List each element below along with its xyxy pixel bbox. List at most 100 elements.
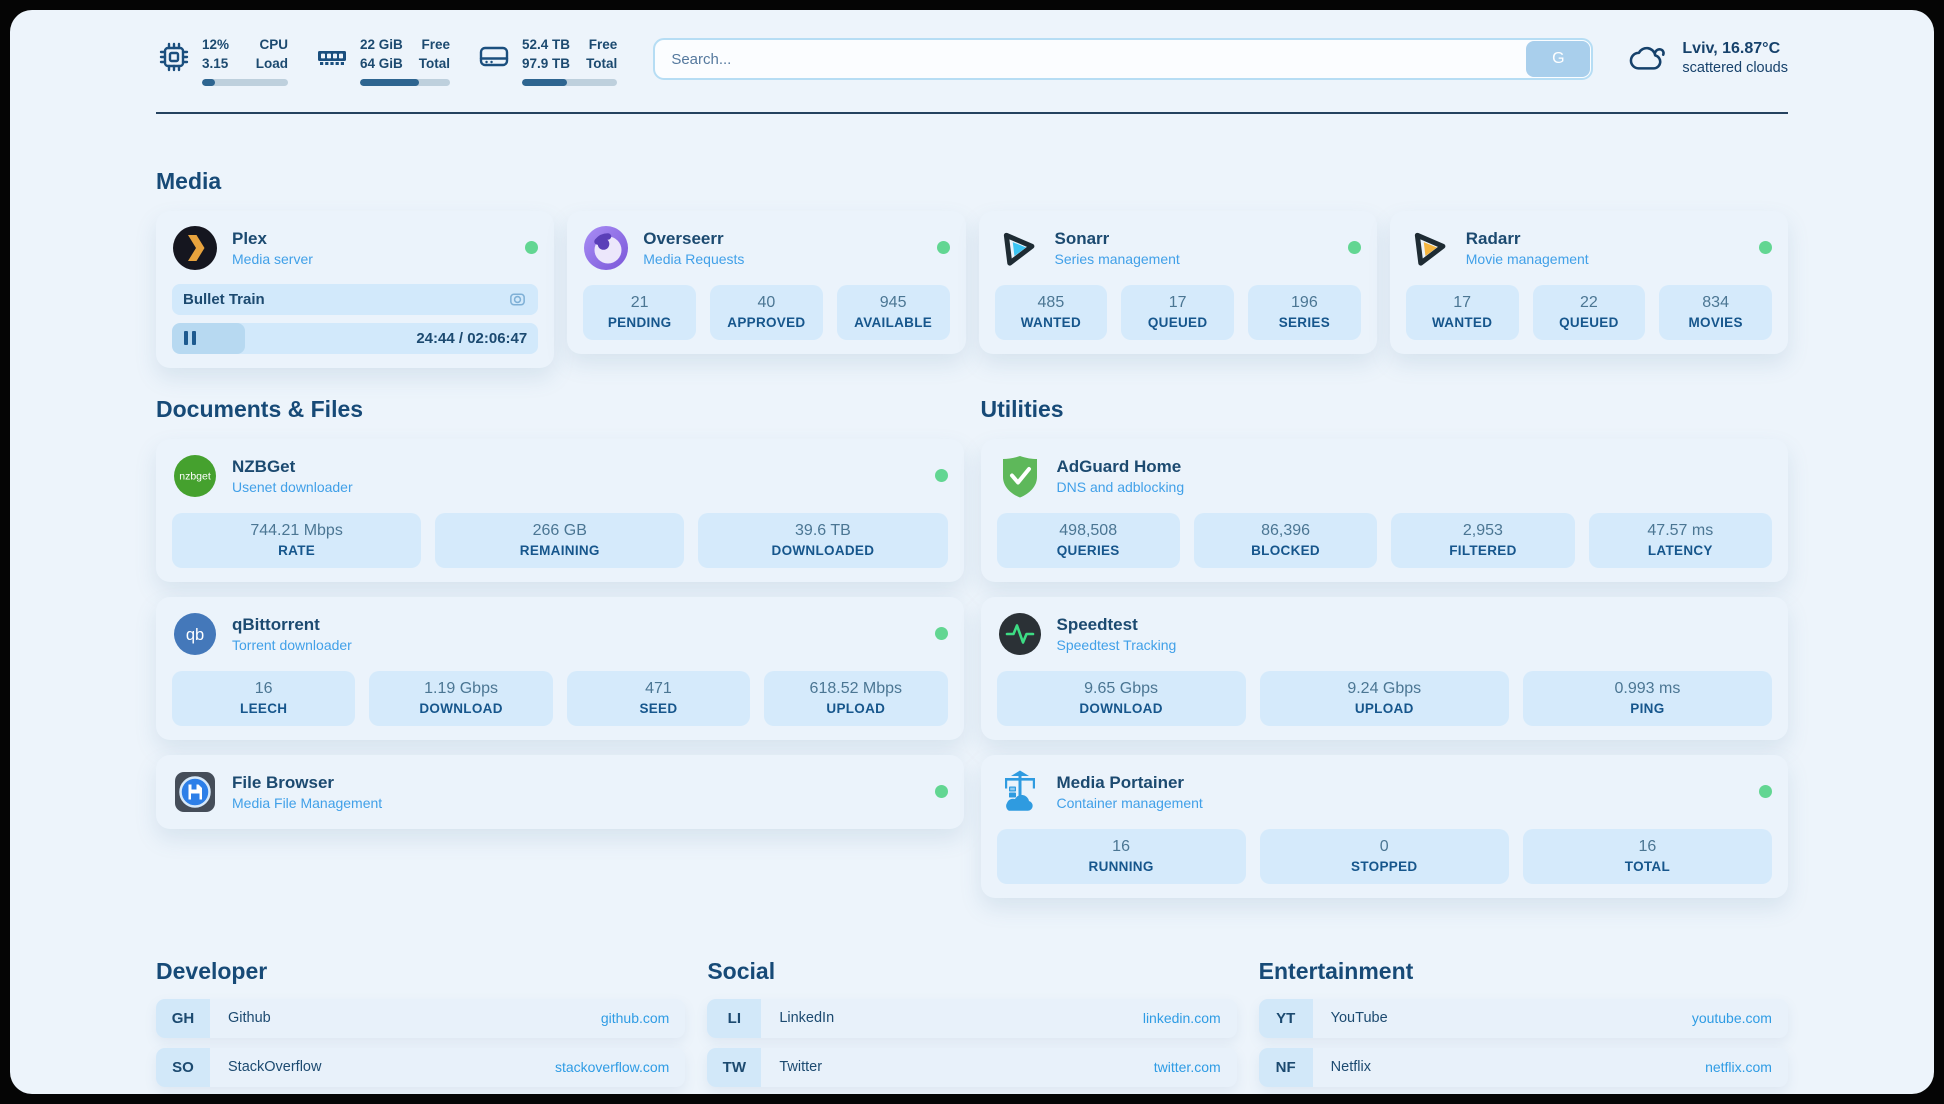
- app-subtitle: Speedtest Tracking: [1056, 636, 1177, 653]
- link-badge: TW: [707, 1047, 762, 1087]
- stat-tile: 834 MOVIES: [1659, 284, 1772, 340]
- radarr-icon: [1414, 232, 1446, 266]
- stat-tile: 21 PENDING: [583, 284, 696, 340]
- cpu-load-value: 3.15: [202, 55, 229, 71]
- app-subtitle: Media Requests: [643, 250, 745, 267]
- section-title-social: Social: [707, 957, 776, 984]
- cpu-usage-label: CPU: [259, 37, 288, 52]
- app-card-filebrowser[interactable]: File Browser Media File Management: [156, 754, 964, 829]
- header: 12% CPU 3.15 Load 22 GiB Free: [156, 10, 1788, 86]
- speedtest-icon: [998, 612, 1041, 655]
- weather-location-temp: Lviv, 16.87°C: [1682, 40, 1781, 57]
- portainer-icon: [1004, 770, 1035, 811]
- status-dot: [525, 241, 539, 255]
- app-subtitle: Series management: [1054, 250, 1180, 267]
- app-card-overseerr[interactable]: Overseerr Media Requests 21 PENDING 40 APP…: [567, 210, 966, 354]
- status-dot: [934, 627, 948, 641]
- app-subtitle: Container management: [1056, 794, 1203, 811]
- app-card-speedtest[interactable]: Speedtest Speedtest Tracking 9.65 Gbps DO…: [980, 596, 1788, 740]
- disk-progress-bar: [522, 78, 618, 86]
- stat-tile: 0 STOPPED: [1259, 828, 1509, 884]
- link-twitter[interactable]: TW Twitter twitter.com: [707, 1047, 1237, 1087]
- stat-tile: 86,396 BLOCKED: [1193, 512, 1378, 568]
- ram-total-value: 64 GiB: [360, 55, 403, 71]
- stat-tile: 47.57 ms LATENCY: [1588, 512, 1772, 568]
- app-subtitle: Media File Management: [232, 794, 383, 811]
- stat-tile: 16 RUNNING: [996, 828, 1246, 884]
- disk-free-value: 52.4 TB: [522, 37, 571, 52]
- now-playing-title: Bullet Train: [183, 290, 265, 308]
- app-name: qBittorrent: [232, 614, 320, 634]
- stat-tile: 39.6 TB DOWNLOADED: [698, 512, 948, 568]
- disk-icon: [479, 46, 509, 67]
- link-badge: SO: [156, 1047, 210, 1087]
- app-card-radarr[interactable]: Radarr Movie management 17 WANTED 22 QUEUE…: [1389, 210, 1788, 354]
- stat-tile: 266 GB REMAINING: [435, 512, 685, 568]
- sonarr-icon: [1003, 232, 1034, 266]
- app-card-portainer[interactable]: Media Portainer Container management 16 R…: [980, 754, 1788, 898]
- stat-tile: 16 LEECH: [172, 670, 356, 726]
- svg-text:nzbget: nzbget: [179, 470, 211, 482]
- stat-tile: 498,508 QUERIES: [996, 512, 1180, 568]
- adguard-icon: [1002, 455, 1037, 498]
- stat-tile: 9.24 Gbps UPLOAD: [1259, 670, 1509, 726]
- app-subtitle: Movie management: [1465, 250, 1589, 267]
- link-netflix[interactable]: NF Netflix netflix.com: [1258, 1047, 1788, 1087]
- stat-tile: 9.65 Gbps DOWNLOAD: [996, 670, 1246, 726]
- stat-tile: 744.21 Mbps RATE: [172, 512, 422, 568]
- status-dot: [1759, 785, 1772, 799]
- app-card-sonarr[interactable]: Sonarr Series management 485 WANTED 17 QUE…: [978, 210, 1377, 354]
- app-subtitle: DNS and adblocking: [1056, 478, 1185, 495]
- dashboard-panel: 12% CPU 3.15 Load 22 GiB Free: [10, 10, 1934, 1094]
- app-card-plex[interactable]: Plex Media server Bullet Train 24:44 / 0…: [156, 210, 555, 368]
- section-title-media: Media: [156, 167, 222, 194]
- playback-progress: 24:44 / 02:06:47: [172, 322, 539, 354]
- weather-widget: Lviv, 16.87°C scattered clouds: [1627, 40, 1788, 76]
- status-dot: [1347, 241, 1361, 255]
- cpu-load-label: Load: [255, 55, 288, 71]
- cpu-icon: [159, 42, 189, 72]
- playback-time: 24:44 / 02:06:47: [416, 329, 528, 347]
- stat-tile: 2,953 FILTERED: [1391, 512, 1575, 568]
- disk-total-value: 97.9 TB: [522, 55, 571, 71]
- search-input[interactable]: [653, 38, 1594, 80]
- app-subtitle: Torrent downloader: [232, 636, 352, 653]
- link-stackoverflow[interactable]: SO StackOverflow stackoverflow.com: [156, 1047, 686, 1087]
- ram-free-label: Free: [421, 37, 451, 52]
- app-name: Sonarr: [1054, 228, 1110, 248]
- link-linkedin[interactable]: LI LinkedIn linkedin.com: [707, 998, 1237, 1038]
- pause-icon[interactable]: [184, 331, 196, 346]
- cpu-stat: 12% CPU 3.15 Load: [156, 36, 288, 86]
- status-dot: [936, 241, 950, 255]
- link-youtube[interactable]: YT YouTube youtube.com: [1258, 998, 1788, 1038]
- video-icon: [510, 293, 526, 306]
- app-subtitle: Media server: [232, 250, 313, 267]
- stat-tile: 16 TOTAL: [1522, 828, 1772, 884]
- stat-tile: 40 APPROVED: [710, 284, 823, 340]
- cpu-progress-bar: [202, 78, 288, 86]
- app-card-qbittorrent[interactable]: qb qBittorrent Torrent downloader 16 LEEC…: [156, 596, 964, 740]
- filebrowser-icon: [175, 771, 215, 812]
- section-title-developer: Developer: [156, 957, 268, 984]
- ram-stat: 22 GiB Free 64 GiB Total: [314, 36, 451, 86]
- app-card-adguard[interactable]: AdGuard Home DNS and adblocking 498,508 Q…: [980, 438, 1788, 582]
- stat-tile: 196 SERIES: [1248, 284, 1361, 340]
- overseerr-icon: [584, 225, 629, 270]
- app-name: Plex: [232, 228, 267, 248]
- weather-condition: scattered clouds: [1682, 60, 1788, 76]
- search-engine-button[interactable]: G: [1526, 41, 1591, 77]
- link-badge: YT: [1258, 998, 1313, 1038]
- stat-tile: 471 SEED: [566, 670, 751, 726]
- status-dot: [934, 785, 948, 799]
- header-divider: [156, 111, 1788, 114]
- ram-icon: [318, 51, 346, 65]
- disk-stat: 52.4 TB Free 97.9 TB Total: [476, 36, 618, 86]
- disk-total-label: Total: [586, 55, 618, 71]
- stat-tile: 17 QUEUED: [1121, 284, 1234, 340]
- link-github[interactable]: GH Github github.com: [156, 998, 686, 1038]
- app-card-nzbget[interactable]: nzbget NZBGet Usenet downloader 744.21 M…: [156, 438, 964, 582]
- search-bar: G: [653, 38, 1594, 80]
- app-name: Overseerr: [643, 228, 724, 248]
- app-name: NZBGet: [232, 456, 296, 476]
- section-title-entertainment: Entertainment: [1258, 957, 1414, 984]
